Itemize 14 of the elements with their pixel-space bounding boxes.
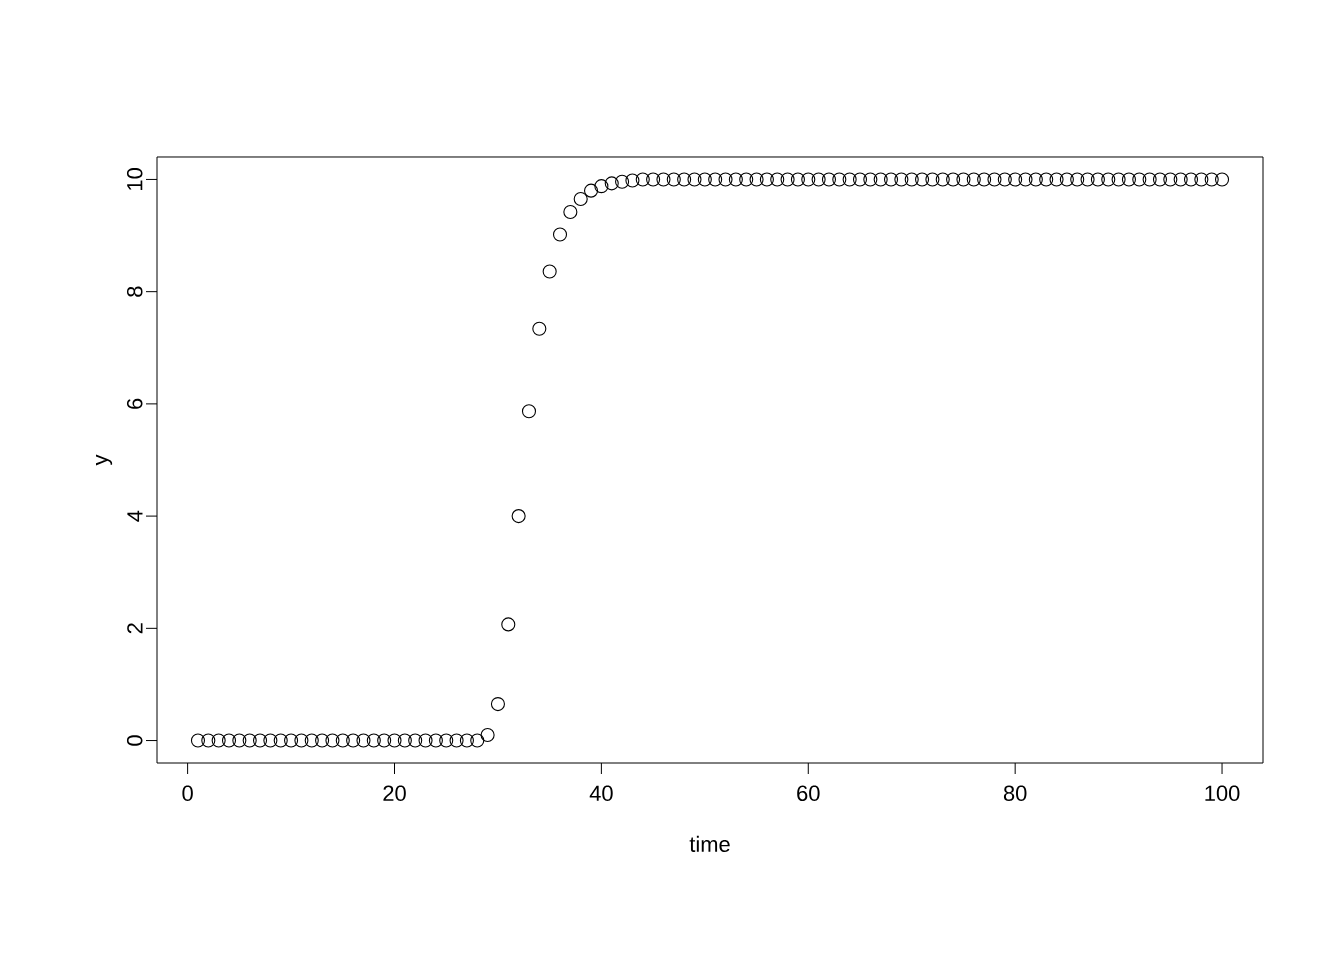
x-tick-label: 0: [182, 785, 193, 802]
y-tick-label: 4: [127, 510, 143, 522]
y-tick-label: 2: [127, 623, 143, 634]
y-tick-label: 6: [126, 398, 143, 409]
x-tick-label: 40: [589, 785, 613, 802]
x-axis-title: time: [689, 835, 730, 852]
y-tick-label: 10: [126, 168, 143, 190]
y-tick-label: 0: [126, 735, 143, 746]
y-axis-title: y: [96, 454, 113, 466]
x-tick-label: 100: [1205, 785, 1240, 802]
x-tick-label: 20: [383, 785, 406, 802]
x-tick-label: 60: [797, 785, 820, 802]
y-tick-label: 8: [126, 286, 143, 297]
x-tick-label: 80: [1003, 785, 1027, 802]
